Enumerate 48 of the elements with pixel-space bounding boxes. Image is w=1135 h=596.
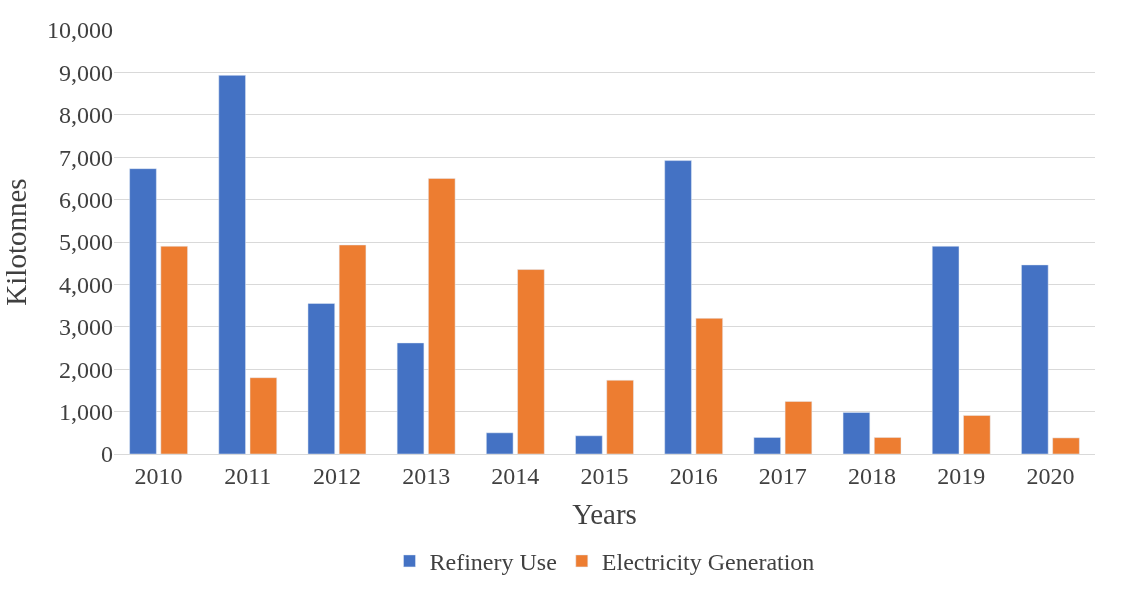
bar bbox=[486, 432, 514, 454]
bar bbox=[428, 178, 456, 454]
y-tick-label: 9,000 bbox=[59, 59, 113, 86]
bar bbox=[307, 303, 335, 454]
bar bbox=[695, 318, 723, 454]
y-tick-label: 3,000 bbox=[59, 314, 113, 341]
y-tick-label: 1,000 bbox=[59, 399, 113, 425]
bar bbox=[842, 412, 871, 454]
x-tick-label: 2014 bbox=[491, 462, 540, 489]
y-tick-label: 2,000 bbox=[59, 356, 113, 383]
bar bbox=[218, 75, 246, 454]
x-tick-label: 2015 bbox=[580, 462, 629, 489]
bar bbox=[249, 377, 278, 454]
bar bbox=[575, 435, 603, 454]
x-tick-label: 2017 bbox=[758, 462, 807, 489]
y-tick-label: 10,000 bbox=[47, 17, 113, 44]
bar bbox=[784, 401, 813, 454]
bar bbox=[338, 244, 367, 454]
y-tick-label: 5,000 bbox=[59, 229, 113, 256]
legend-label: Refinery Use bbox=[429, 549, 557, 576]
y-tick-label: 0 bbox=[101, 441, 113, 468]
x-axis-title: Years bbox=[572, 497, 637, 530]
x-tick-label: 2020 bbox=[1026, 462, 1075, 489]
legend-label: Electricity Generation bbox=[601, 549, 815, 576]
y-tick-label: 8,000 bbox=[59, 102, 113, 129]
bar bbox=[963, 415, 991, 454]
y-tick-label: 6,000 bbox=[59, 187, 113, 213]
bar bbox=[1021, 264, 1049, 454]
bar bbox=[664, 160, 692, 454]
y-tick-label: 7,000 bbox=[59, 144, 113, 171]
bar bbox=[874, 437, 902, 454]
bar bbox=[160, 245, 188, 454]
bar bbox=[517, 269, 545, 454]
bar bbox=[606, 379, 634, 454]
bar bbox=[129, 168, 157, 454]
bar bbox=[396, 342, 425, 454]
x-tick-label: 2019 bbox=[937, 462, 986, 489]
bar bbox=[931, 245, 960, 454]
x-tick-label: 2013 bbox=[402, 462, 451, 489]
bar bbox=[753, 437, 781, 454]
bar bbox=[1052, 437, 1080, 454]
x-tick-label: 2012 bbox=[312, 462, 361, 489]
y-tick-label: 4,000 bbox=[59, 271, 113, 298]
x-tick-label: 2011 bbox=[224, 462, 272, 489]
x-tick-label: 2016 bbox=[669, 462, 718, 489]
x-tick-label: 2018 bbox=[848, 462, 897, 489]
y-axis-title: Kilotonnes bbox=[0, 178, 32, 306]
x-tick-label: 2010 bbox=[134, 462, 183, 489]
